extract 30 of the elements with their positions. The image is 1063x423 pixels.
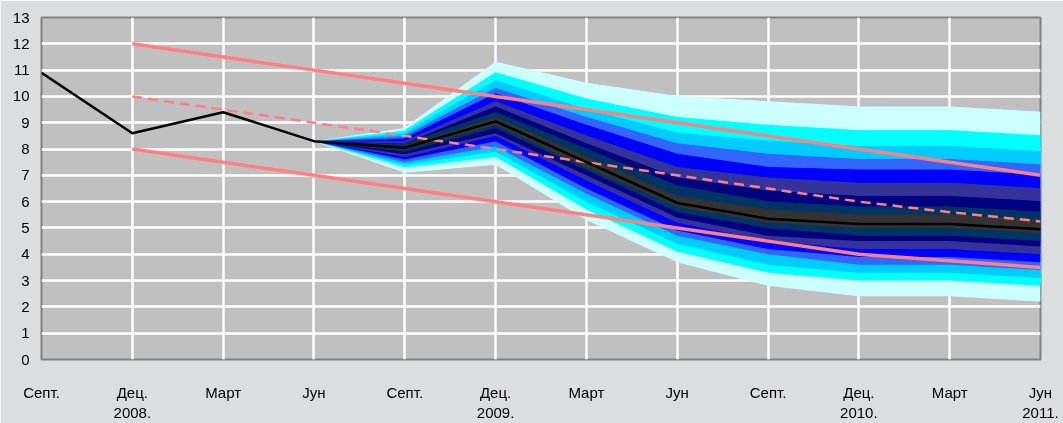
x-tick-label: Септ. — [386, 383, 424, 401]
y-tick-label: 1 — [21, 324, 30, 342]
line-series — [41, 71, 1041, 231]
x-tick-label: Јун — [302, 383, 326, 401]
y-tick-label: 9 — [21, 113, 30, 131]
x-tick-label: Септ. — [749, 383, 787, 401]
x-tick-label: Дец. 2008. — [113, 383, 152, 421]
y-tick-label: 12 — [12, 34, 30, 52]
line-series — [130, 42, 1041, 178]
y-tick-label: 2 — [21, 297, 30, 315]
y-tick-label: 4 — [21, 245, 30, 263]
y-tick-label: 7 — [21, 166, 30, 184]
line-series — [130, 147, 1041, 270]
y-tick-label: 6 — [21, 192, 30, 210]
y-tick-label: 3 — [21, 271, 30, 289]
x-tick-label: Дец. 2010. — [840, 383, 878, 421]
y-tick-label: 5 — [21, 218, 30, 236]
y-tick-label: 10 — [12, 87, 30, 105]
y-tick-label: 8 — [21, 140, 30, 158]
y-tick-label: 11 — [13, 61, 30, 79]
y-tick-label: 13 — [12, 8, 30, 26]
x-tick-label: Март — [205, 383, 242, 401]
line-series — [131, 95, 1041, 223]
x-tick-label: Јун — [665, 383, 689, 401]
x-tick-label: Март — [568, 383, 605, 401]
x-tick-label: Дец. 2009. — [476, 383, 515, 421]
x-tick-label: Март — [931, 383, 968, 401]
y-tick-label: 0 — [21, 350, 30, 368]
x-tick-label: Септ. — [23, 383, 60, 401]
x-tick-label: Јун 2011. — [1022, 383, 1059, 421]
